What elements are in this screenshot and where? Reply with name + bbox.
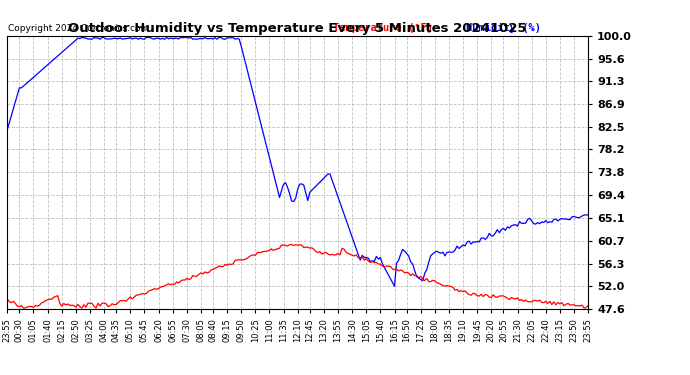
Text: Humidity (%): Humidity (%)	[466, 23, 541, 33]
Title: Outdoor Humidity vs Temperature Every 5 Minutes 20241025: Outdoor Humidity vs Temperature Every 5 …	[68, 21, 527, 34]
Text: Temperature (°F): Temperature (°F)	[333, 23, 433, 33]
Text: Copyright 2024 Curtronics.com: Copyright 2024 Curtronics.com	[8, 24, 150, 33]
